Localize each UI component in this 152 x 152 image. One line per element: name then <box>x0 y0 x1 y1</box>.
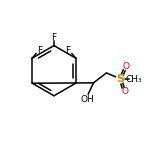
Text: S: S <box>116 74 124 84</box>
Text: F: F <box>51 33 57 42</box>
Text: CH₃: CH₃ <box>126 74 142 84</box>
Text: O: O <box>121 87 128 96</box>
Text: OH: OH <box>81 95 94 104</box>
Text: F: F <box>37 46 42 55</box>
Text: O: O <box>123 62 130 71</box>
Text: F: F <box>65 46 70 55</box>
Circle shape <box>116 75 124 83</box>
Circle shape <box>122 88 127 94</box>
Circle shape <box>123 64 129 70</box>
